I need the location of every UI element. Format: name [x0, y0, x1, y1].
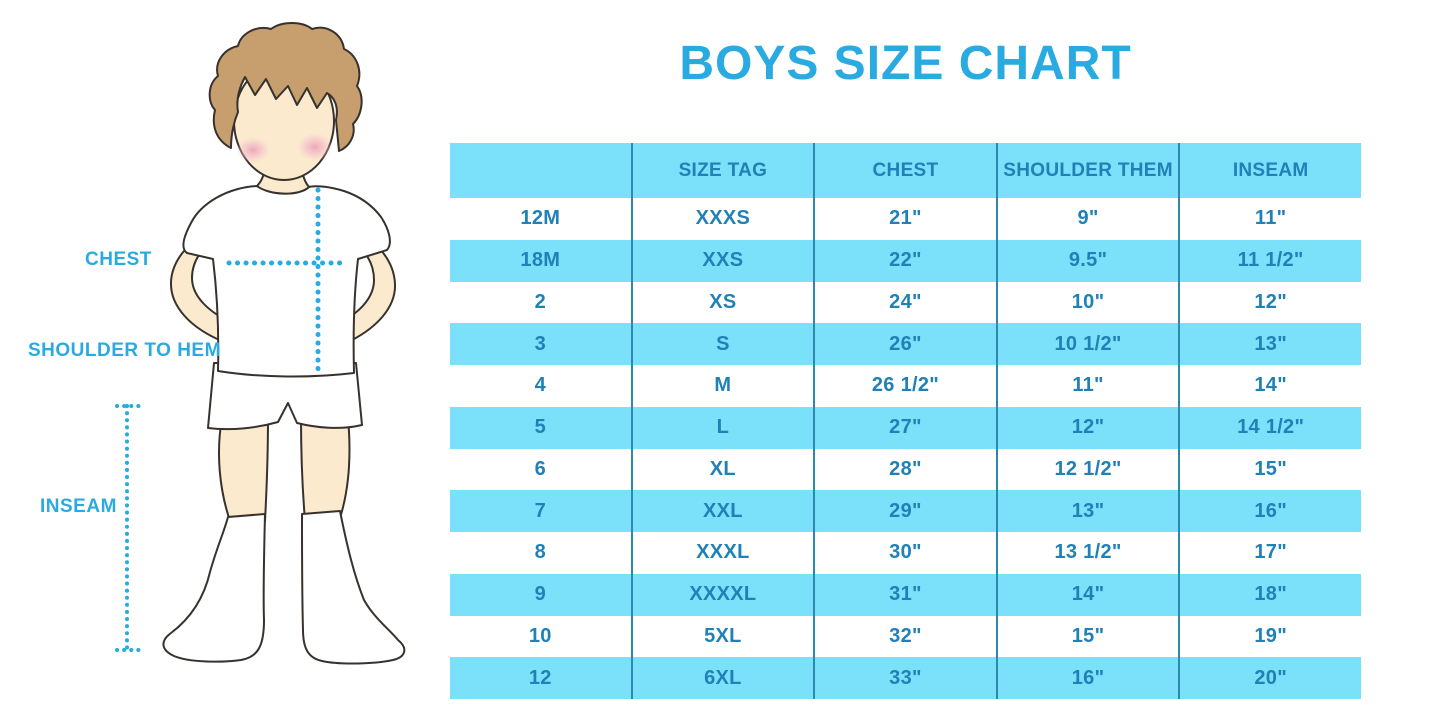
table-body: 12M XXXS 21" 9" 11" 18M XXS 22" 9.5" 11 1/2" 2 XS 24… [450, 198, 1361, 699]
table-cell: XXS [630, 239, 814, 282]
table-cell: 26 1/2" [813, 365, 996, 407]
table-row: 2 XS 24" 10" 12" [450, 281, 1361, 324]
left-cheek-blush [236, 137, 270, 163]
table-cell: 12M [520, 207, 561, 230]
table-cell: 28" [813, 448, 996, 491]
table-cell: 20" [1178, 657, 1361, 699]
table-cell: 16" [1178, 490, 1361, 532]
table-cell: 12" [1178, 281, 1361, 324]
table-row: 6 XL 28" 12 1/2" 15" [450, 448, 1361, 491]
table-cell: 18M [520, 249, 561, 272]
table-row: 18M XXS 22" 9.5" 11 1/2" [450, 239, 1361, 282]
shoulder-to-hem-label: SHOULDER TO HEM [28, 340, 221, 361]
table-cell: 22" [813, 239, 996, 282]
table-cell: 10 1/2" [995, 323, 1179, 365]
table-row: 8 XXXL 30" 13 1/2" 17" [450, 532, 1361, 574]
table-row: 4 M 26 1/2" 11" 14" [450, 365, 1361, 407]
table-cell: 5 [534, 416, 547, 439]
table-cell: 14 1/2" [1178, 406, 1361, 449]
table-cell: XL [630, 448, 814, 491]
table-cell: 29" [813, 490, 996, 532]
table-cell: 7 [534, 499, 547, 522]
size-table: SIZE TAG CHEST SHOULDER THEM INSEAM 12M XXXS… [450, 143, 1361, 699]
table-cell: 10" [995, 281, 1179, 324]
table-cell: 13 1/2" [995, 532, 1179, 574]
column-header: SIZE TAG [630, 143, 814, 198]
table-cell: 11" [1178, 198, 1361, 240]
left-sock [162, 513, 266, 663]
table-row: 5 L 27" 12" 14 1/2" [450, 406, 1361, 449]
table-row: 12M XXXS 21" 9" 11" [450, 198, 1361, 240]
table-cell: 12 [528, 666, 552, 689]
table-cell: 8 [534, 541, 547, 564]
table-cell: 6 [534, 457, 547, 480]
table-cell: 12 1/2" [995, 448, 1179, 491]
table-cell: 19" [1178, 615, 1361, 658]
table-cell: 31" [813, 573, 996, 616]
table-cell: 14" [1178, 365, 1361, 407]
chest-label: CHEST [85, 249, 152, 270]
boy-figure-illustration [115, 22, 406, 665]
table-cell: 9.5" [995, 239, 1179, 282]
table-cell: 26" [813, 323, 996, 365]
table-row: 7 XXL 29" 13" 16" [450, 490, 1361, 532]
table-cell: S [630, 323, 814, 365]
table-cell: XS [630, 281, 814, 324]
inseam-label: INSEAM [40, 496, 117, 517]
table-cell: 15" [995, 615, 1179, 658]
table-row: 10 5XL 32" 15" 19" [450, 615, 1361, 658]
right-sock [301, 510, 406, 665]
table-cell: XXXXL [630, 573, 814, 616]
right-cheek-blush [297, 133, 333, 161]
shorts [207, 362, 363, 431]
column-header [450, 143, 631, 198]
table-cell: 24" [813, 281, 996, 324]
table-cell: 14" [995, 573, 1179, 616]
table-row: 12 6XL 33" 16" 20" [450, 657, 1361, 699]
table-row: 3 S 26" 10 1/2" 13" [450, 323, 1361, 365]
column-header: CHEST [813, 143, 996, 198]
table-row: 9 XXXXL 31" 14" 18" [450, 573, 1361, 616]
table-cell: L [630, 406, 814, 449]
table-cell: 11 1/2" [1178, 239, 1361, 282]
table-cell: 30" [813, 532, 996, 574]
table-cell: 17" [1178, 532, 1361, 574]
table-cell: 5XL [630, 615, 814, 658]
table-cell: 3 [534, 332, 547, 355]
table-cell: XXL [630, 490, 814, 532]
table-cell: 33" [813, 657, 996, 699]
table-cell: 13" [1178, 323, 1361, 365]
table-cell: 18" [1178, 573, 1361, 616]
table-cell: 21" [813, 198, 996, 240]
table-cell: 32" [813, 615, 996, 658]
page-title: BOYS SIZE CHART [679, 37, 1132, 90]
table-cell: 13" [995, 490, 1179, 532]
table-cell: 12" [995, 406, 1179, 449]
table-cell: 9 [534, 583, 547, 606]
column-header: SHOULDER THEM [995, 143, 1179, 198]
table-cell: M [630, 365, 814, 407]
table-cell: 10 [528, 624, 552, 647]
hair [208, 22, 363, 152]
table-cell: 11" [995, 365, 1179, 407]
table-cell: XXXS [630, 198, 814, 240]
table-cell: 4 [534, 374, 547, 397]
table-cell: 9" [995, 198, 1179, 240]
column-header: INSEAM [1178, 143, 1361, 198]
table-cell: 16" [995, 657, 1179, 699]
table-cell: 27" [813, 406, 996, 449]
table-cell: 6XL [630, 657, 814, 699]
table-cell: XXXL [630, 532, 814, 574]
table-header-row: SIZE TAG CHEST SHOULDER THEM INSEAM [450, 143, 1361, 198]
right-leg [300, 417, 351, 522]
left-leg [218, 417, 269, 525]
table-cell: 2 [534, 290, 547, 313]
table-cell: 15" [1178, 448, 1361, 491]
t-shirt [182, 185, 391, 378]
